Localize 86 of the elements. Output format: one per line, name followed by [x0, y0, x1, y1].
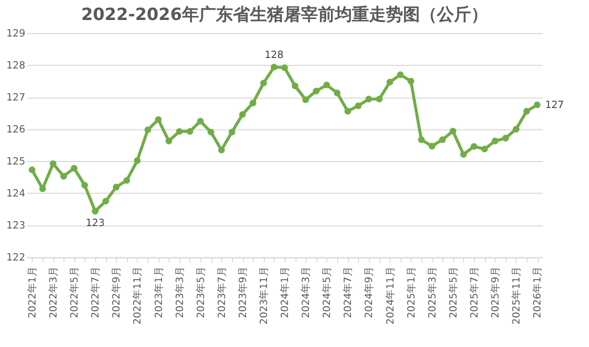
- y-tick-label: 127: [6, 92, 26, 104]
- x-tick-label: 2022年1月: [26, 266, 39, 318]
- x-tick-label: 2024年5月: [321, 266, 334, 318]
- x-tick-label: 2024年3月: [300, 266, 312, 318]
- point: [218, 146, 225, 154]
- point: [502, 134, 509, 142]
- point: [334, 90, 341, 96]
- y-tick-label: 129: [6, 28, 26, 40]
- point: [408, 78, 414, 84]
- y-tick-label: 126: [6, 124, 26, 136]
- point: [60, 172, 67, 180]
- point: [102, 198, 110, 205]
- x-tick-label: 2025年9月: [490, 266, 502, 318]
- point: [523, 108, 530, 115]
- point: [166, 138, 172, 144]
- point: [481, 146, 488, 152]
- x-tick-label: 2025年5月: [447, 266, 460, 318]
- x-tick-label: 2023年9月: [236, 266, 249, 318]
- point: [92, 208, 98, 214]
- point: [270, 64, 278, 70]
- point: [354, 102, 362, 110]
- point: [312, 88, 320, 94]
- point: [50, 160, 56, 168]
- x-tick-label: 2022年9月: [110, 266, 123, 318]
- point: [144, 126, 152, 134]
- point: [197, 118, 204, 124]
- x-tick-label: 2022年11月: [132, 266, 144, 324]
- point: [134, 157, 141, 164]
- y-tick-label: 125: [6, 156, 26, 168]
- point: [208, 128, 214, 136]
- x-tick-label: 2023年5月: [194, 266, 207, 318]
- point: [260, 80, 267, 86]
- x-tick-label: 2024年7月: [342, 266, 354, 318]
- point: [228, 128, 236, 136]
- x-tick-label: 2025年11月: [510, 266, 523, 324]
- point: [70, 164, 78, 172]
- point: [239, 111, 246, 118]
- point: [281, 64, 288, 72]
- point: [39, 185, 46, 192]
- x-tick-label: 2024年1月: [279, 266, 292, 318]
- y-tick-label: 124: [6, 188, 26, 200]
- y-tick-label: 122: [6, 252, 26, 264]
- point: [386, 78, 394, 86]
- point: [250, 100, 256, 106]
- point: [123, 177, 130, 184]
- point: [460, 151, 467, 158]
- point: [323, 82, 330, 88]
- x-tick-label: 2025年1月: [405, 266, 418, 318]
- point: [534, 102, 540, 108]
- point: [186, 128, 194, 135]
- x-tick-label: 2024年9月: [363, 266, 376, 318]
- chart-title: 2022-2026年广东省生猪屠宰前均重走势图（公斤）: [81, 4, 488, 24]
- point: [512, 126, 520, 132]
- data-label: 123: [86, 218, 105, 229]
- point: [365, 96, 372, 102]
- data-label: 128: [264, 50, 284, 62]
- x-tick-label: 2022年5月: [68, 266, 81, 318]
- x-tick-label: 2023年11月: [258, 266, 270, 324]
- data-label: 127: [545, 100, 564, 111]
- x-tick-label: 2023年3月: [174, 266, 186, 318]
- y-tick-label: 128: [6, 60, 26, 72]
- point: [492, 138, 498, 144]
- point: [376, 96, 383, 102]
- point: [176, 128, 183, 135]
- x-tick-label: 2023年1月: [152, 266, 165, 318]
- point: [154, 116, 162, 123]
- x-tick-label: 2023年7月: [216, 266, 228, 318]
- point: [397, 71, 404, 78]
- point: [344, 108, 352, 115]
- x-tick-label: 2025年3月: [426, 266, 438, 318]
- y-tick-label: 123: [6, 220, 26, 232]
- x-tick-label: 2025年7月: [468, 266, 480, 318]
- point: [450, 128, 456, 134]
- x-tick-label: 2022年3月: [48, 266, 60, 318]
- x-tick-label: 2024年11月: [384, 266, 396, 324]
- point: [439, 136, 446, 144]
- point: [470, 143, 478, 150]
- x-tick-label: 2022年7月: [90, 266, 102, 318]
- point: [112, 184, 120, 190]
- point: [292, 82, 298, 90]
- point: [418, 136, 425, 144]
- point: [428, 142, 436, 150]
- x-tick-label: 2026年1月: [532, 266, 544, 318]
- point: [81, 182, 88, 189]
- point: [302, 96, 309, 104]
- point: [28, 166, 36, 174]
